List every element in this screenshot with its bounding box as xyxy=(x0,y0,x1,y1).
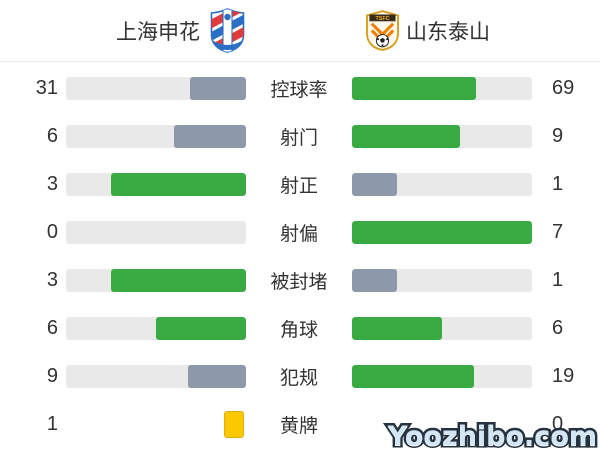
home-value: 9 xyxy=(46,364,58,387)
home-card-zone xyxy=(66,410,246,438)
home-bar xyxy=(66,124,246,148)
away-value: 1 xyxy=(552,268,564,291)
away-bar xyxy=(352,76,532,100)
watermark-text: Yoozhibo.com xyxy=(387,421,597,453)
away-value: 1 xyxy=(552,172,564,195)
home-value: 3 xyxy=(46,268,58,291)
home-value: 3 xyxy=(46,172,58,195)
stat-label: 黄牌 xyxy=(279,415,318,437)
away-value: 9 xyxy=(552,124,564,147)
stat-row-shots-off-target: 0 射偏 7 xyxy=(0,208,600,256)
stat-label: 射正 xyxy=(279,175,318,197)
home-bar xyxy=(66,316,246,340)
stat-label: 被封堵 xyxy=(270,271,328,293)
away-value: 7 xyxy=(552,220,564,243)
yellow-card-icon xyxy=(224,410,244,438)
home-value: 6 xyxy=(46,124,58,147)
stat-row-fouls: 9 犯规 19 xyxy=(0,352,600,400)
home-bar xyxy=(66,76,246,100)
stat-label: 射门 xyxy=(279,127,318,149)
away-value: 19 xyxy=(552,364,575,387)
stat-row-shots: 6 射门 9 xyxy=(0,112,600,160)
match-stats-list: 31 控球率 69 6 射门 9 3 射正 1 0 射偏 7 3 被封堵 1 6… xyxy=(0,62,600,448)
home-bar xyxy=(66,364,246,388)
home-team-name: 上海申花 xyxy=(116,20,200,44)
away-team-crest-icon: TSFC xyxy=(366,10,399,51)
home-value: 31 xyxy=(35,76,58,99)
watermark: Yoozhibo.com xyxy=(388,422,597,452)
stat-row-possession: 31 控球率 69 xyxy=(0,64,600,112)
away-value: 69 xyxy=(552,76,575,99)
stat-label: 射偏 xyxy=(279,223,318,245)
match-header: 上海申花 TSFC 山东泰山 xyxy=(0,0,600,62)
away-value: 6 xyxy=(552,316,564,339)
stat-row-blocked-shots: 3 被封堵 1 xyxy=(0,256,600,304)
home-bar xyxy=(66,172,246,196)
home-value: 0 xyxy=(46,220,58,243)
home-team-header: 上海申花 xyxy=(0,0,300,61)
away-bar xyxy=(352,316,532,340)
away-team-header: TSFC 山东泰山 xyxy=(300,0,600,61)
away-bar xyxy=(352,364,532,388)
home-bar xyxy=(66,268,246,292)
stat-row-corners: 6 角球 6 xyxy=(0,304,600,352)
away-team-name: 山东泰山 xyxy=(406,20,490,44)
away-bar xyxy=(352,268,532,292)
home-value: 1 xyxy=(46,412,58,435)
home-value: 6 xyxy=(46,316,58,339)
home-team-crest-icon xyxy=(210,8,245,53)
stat-label: 角球 xyxy=(279,319,318,341)
away-crest-text: TSFC xyxy=(376,16,390,22)
stat-label: 控球率 xyxy=(270,79,328,101)
stat-label: 犯规 xyxy=(279,367,318,389)
away-bar xyxy=(352,220,532,244)
away-bar xyxy=(352,124,532,148)
away-bar xyxy=(352,172,532,196)
home-bar xyxy=(66,220,246,244)
stat-row-shots-on-target: 3 射正 1 xyxy=(0,160,600,208)
